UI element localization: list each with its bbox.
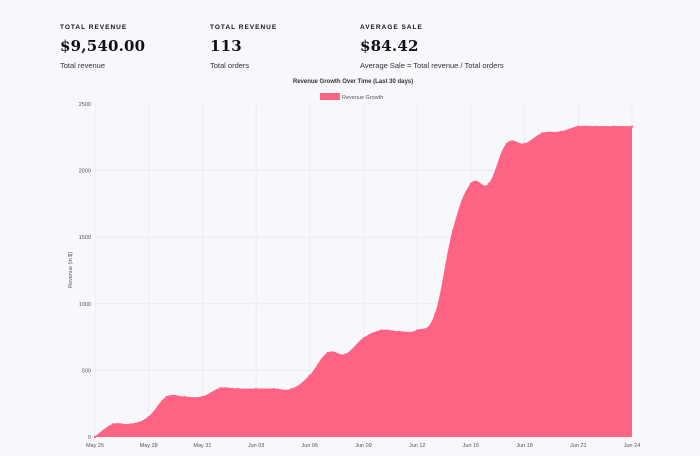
stat-value: $84.42 xyxy=(360,37,419,55)
x-tick-label: Jun 15 xyxy=(463,443,480,449)
data-point xyxy=(308,374,311,377)
y-tick-label: 500 xyxy=(82,368,91,374)
y-tick-label: 2500 xyxy=(79,102,91,108)
data-point xyxy=(398,330,401,333)
data-point xyxy=(416,329,419,332)
data-point xyxy=(541,132,544,135)
x-tick-label: May 25 xyxy=(86,443,104,449)
x-tick-label: Jun 21 xyxy=(570,443,587,449)
stat-description: Average Sale = Total revenue / Total ord… xyxy=(360,61,504,70)
data-point xyxy=(612,125,616,128)
data-point xyxy=(577,125,580,128)
stat-total-revenue: TOTAL REVENUE $9,540.00 Total revenue xyxy=(60,24,210,70)
data-point xyxy=(201,395,204,399)
stat-value: $9,540.00 xyxy=(60,37,146,55)
stat-title: AVERAGE SALE xyxy=(360,24,423,31)
data-point xyxy=(183,395,186,399)
y-tick-label: 0 xyxy=(88,435,91,441)
data-point xyxy=(595,125,598,128)
data-point xyxy=(559,130,562,134)
stats-row: TOTAL REVENUE $9,540.00 Total revenue TO… xyxy=(60,24,680,74)
series-area-revenue-growth xyxy=(95,126,632,437)
x-tick-label: Jun 06 xyxy=(302,443,319,449)
y-tick-label: 1000 xyxy=(79,302,91,308)
data-point xyxy=(219,387,222,390)
data-point xyxy=(362,337,365,340)
data-point xyxy=(147,415,150,419)
data-point xyxy=(630,125,634,128)
x-tick-label: Jun 03 xyxy=(248,443,265,449)
legend-swatch xyxy=(320,93,340,100)
stat-average-sale: AVERAGE SALE $84.42 Average Sale = Total… xyxy=(360,24,620,70)
data-point xyxy=(290,387,294,391)
data-point xyxy=(344,353,347,356)
data-point xyxy=(165,395,168,399)
y-tick-label: 2000 xyxy=(79,169,91,175)
data-point xyxy=(523,142,526,146)
chart-title: Revenue Growth Over Time (Last 30 days) xyxy=(293,79,413,85)
stat-description: Total revenue xyxy=(60,61,106,70)
data-point xyxy=(93,435,97,439)
data-point xyxy=(272,387,276,391)
data-point xyxy=(254,387,258,391)
x-tick-label: Jun 24 xyxy=(624,443,641,449)
y-tick-label: 1500 xyxy=(79,235,91,241)
stat-title: TOTAL REVENUE xyxy=(60,24,128,31)
data-point xyxy=(237,387,240,391)
data-point xyxy=(451,229,455,232)
stat-title: TOTAL REVENUE xyxy=(210,24,278,31)
data-point xyxy=(129,423,132,426)
data-point xyxy=(433,313,437,316)
y-axis-label: Revenue (in $) xyxy=(68,252,74,288)
stat-value: 113 xyxy=(210,37,242,55)
data-point xyxy=(469,182,473,186)
data-point xyxy=(380,329,383,332)
x-tick-label: May 28 xyxy=(140,443,158,449)
stat-total-orders: TOTAL REVENUE 113 Total orders xyxy=(210,24,360,70)
stat-description: Total orders xyxy=(210,61,250,70)
legend-label: Revenue Growth xyxy=(342,95,383,101)
revenue-growth-chart: Revenue Growth Over Time (Last 30 days) … xyxy=(68,79,641,449)
x-tick-label: May 31 xyxy=(193,443,211,449)
data-point xyxy=(505,142,508,146)
x-tick-label: Jun 18 xyxy=(516,443,533,449)
data-point xyxy=(326,351,329,355)
data-point xyxy=(487,182,490,186)
x-tick-label: Jun 09 xyxy=(355,443,372,449)
data-point xyxy=(111,423,115,426)
x-tick-label: Jun 12 xyxy=(409,443,426,449)
